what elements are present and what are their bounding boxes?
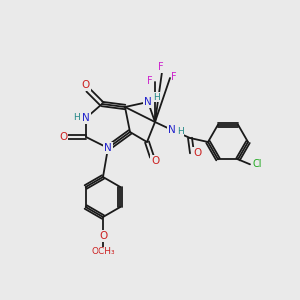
Text: F: F — [158, 62, 164, 72]
Text: F: F — [171, 72, 177, 82]
Text: F: F — [147, 76, 153, 86]
Text: O: O — [59, 132, 67, 142]
Text: N: N — [168, 125, 176, 135]
Text: H: H — [177, 128, 183, 136]
Text: O: O — [193, 148, 201, 158]
Text: N: N — [104, 143, 112, 153]
Text: H: H — [74, 113, 80, 122]
Text: N: N — [82, 113, 90, 123]
Text: O: O — [99, 231, 107, 241]
Text: O: O — [151, 156, 159, 166]
Text: H: H — [153, 92, 159, 101]
Text: O: O — [82, 80, 90, 90]
Text: N: N — [144, 97, 152, 107]
Text: OCH₃: OCH₃ — [91, 248, 115, 256]
Text: Cl: Cl — [252, 159, 262, 169]
